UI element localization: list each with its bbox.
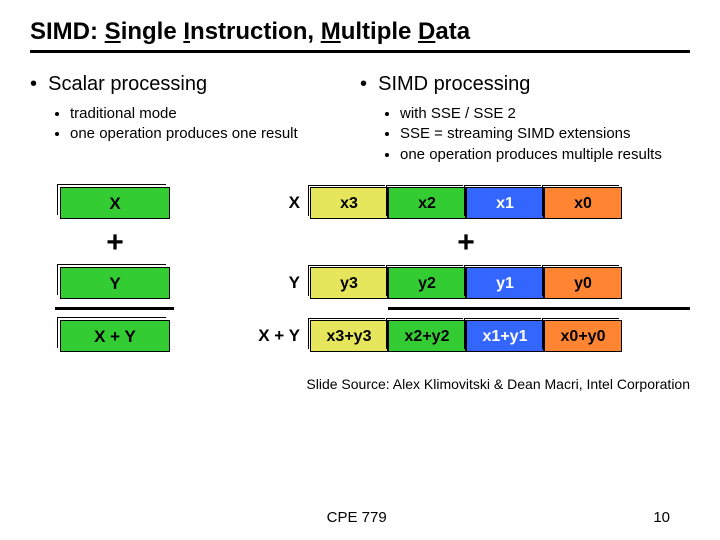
bullet: with SSE / SSE 2: [400, 104, 690, 124]
cell: x2: [388, 187, 466, 219]
bullet: SSE = streaming SIMD extensions: [400, 124, 690, 144]
bullet: one operation produces multiple results: [400, 145, 690, 165]
bullet: one operation produces one result: [70, 124, 360, 144]
cell: y1: [466, 267, 544, 299]
cell: x0: [544, 187, 622, 219]
slide-title: SIMD: Single Instruction, Multiple Data: [30, 18, 690, 53]
columns: • Scalar processing traditional mode one…: [0, 53, 720, 165]
right-heading: • SIMD processing: [360, 73, 690, 96]
diagram: X X x3 x2 x1 x0 + + Y Y y3 y2 y1 y0 X + …: [0, 165, 720, 354]
right-col: • SIMD processing with SSE / SSE 2 SSE =…: [360, 73, 690, 165]
cell: y3: [310, 267, 388, 299]
left-bullets: traditional mode one operation produces …: [30, 104, 360, 145]
footer-course: CPE 779: [60, 509, 653, 526]
cell: y2: [388, 267, 466, 299]
cell: x3+y3: [310, 320, 388, 352]
simd-hr: [388, 307, 691, 310]
simd-plus: +: [310, 226, 622, 260]
cell: y0: [544, 267, 622, 299]
simd-xy: x3+y3 x2+y2 x1+y1 x0+y0: [310, 320, 622, 352]
page-number: 10: [653, 509, 670, 526]
cell: x3: [310, 187, 388, 219]
label-x: X: [250, 193, 300, 213]
simd-y: y3 y2 y1 y0: [310, 267, 622, 299]
bullet: traditional mode: [70, 104, 360, 124]
label-y: Y: [250, 273, 300, 293]
scalar-plus: +: [60, 226, 170, 260]
scalar-hr: [55, 307, 174, 310]
left-heading: • Scalar processing: [30, 73, 360, 96]
footer: CPE 779 10: [0, 509, 720, 526]
scalar-xy: X + Y: [60, 320, 170, 352]
simd-x: x3 x2 x1 x0: [310, 187, 622, 219]
cell: x1: [466, 187, 544, 219]
label-xy: X + Y: [250, 326, 300, 346]
scalar-x: X: [60, 187, 170, 219]
cell: x1+y1: [466, 320, 544, 352]
cell: x0+y0: [544, 320, 622, 352]
cell: x2+y2: [388, 320, 466, 352]
slide-credit: Slide Source: Alex Klimovitski & Dean Ma…: [0, 358, 720, 392]
right-bullets: with SSE / SSE 2 SSE = streaming SIMD ex…: [360, 104, 690, 165]
scalar-y: Y: [60, 267, 170, 299]
left-col: • Scalar processing traditional mode one…: [30, 73, 360, 165]
